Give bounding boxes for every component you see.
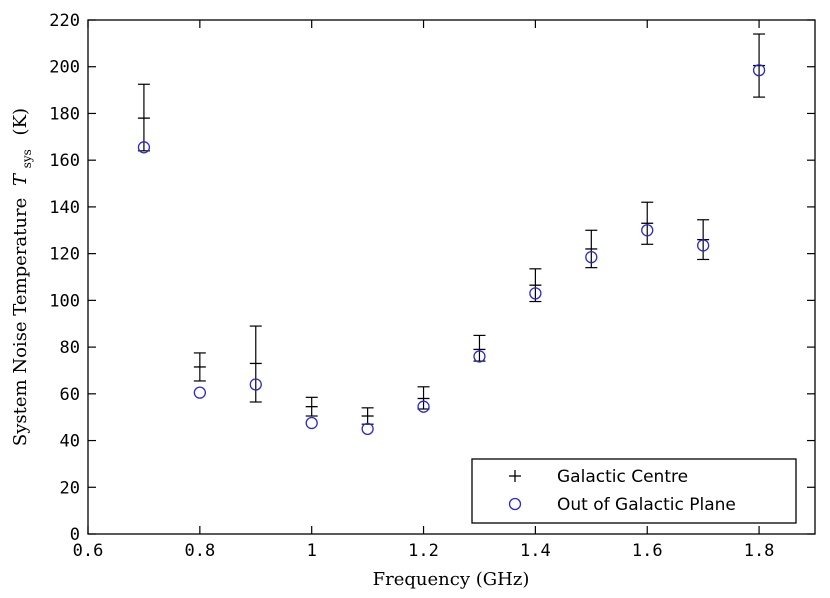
y-tick-label: 220 <box>49 11 80 31</box>
y-tick-label: 80 <box>60 338 80 358</box>
legend-label-galactic-centre: Galactic Centre <box>557 467 688 487</box>
out-of-plane-marker <box>137 141 151 154</box>
out-of-plane-marker <box>697 239 710 252</box>
y-axis-label-subscript: sys <box>20 149 34 168</box>
x-tick-label: 1.4 <box>520 541 551 561</box>
out-of-plane-marker <box>529 287 542 300</box>
out-of-plane-marker <box>473 350 486 363</box>
data-markers <box>137 64 766 436</box>
y-tick-label: 120 <box>49 245 80 265</box>
out-of-plane-marker <box>752 64 766 77</box>
x-tick-label: 1.6 <box>632 541 663 561</box>
legend-marker-galactic-centre <box>509 470 521 482</box>
legend-label-out-of-galactic-plane: Out of Galactic Plane <box>557 495 736 515</box>
y-tick-label: 200 <box>49 58 80 78</box>
plot-frame <box>87 19 816 535</box>
out-of-plane-marker <box>641 224 654 237</box>
axis-ticks: 0.6 0.8 1 1.2 1.4 1.6 1.8 0 20 40 60 80 100 120 140 160… <box>49 11 815 561</box>
legend-marker-out-of-galactic-plane <box>508 497 522 511</box>
y-axis-label-text: System Noise Temperature T sys (K) <box>10 108 36 446</box>
out-of-plane-marker <box>193 386 206 399</box>
x-tick-label: 0.8 <box>184 541 215 561</box>
y-tick-label: 180 <box>49 104 80 124</box>
x-tick-label: 1.2 <box>408 541 439 561</box>
x-axis-label: Frequency (GHz) <box>373 569 530 590</box>
legend: Galactic Centre Out of Galactic Plane <box>471 458 797 524</box>
y-tick-label: 60 <box>60 385 80 405</box>
y-tick-label: 40 <box>60 432 80 452</box>
x-tick-label: 1.8 <box>744 541 775 561</box>
out-of-plane-marker <box>305 416 318 430</box>
legend-box <box>471 458 797 524</box>
out-of-plane-marker <box>361 422 374 436</box>
y-axis-label-symbol: T <box>10 172 31 186</box>
y-axis-label-main: System Noise Temperature <box>10 198 31 446</box>
y-tick-label: 160 <box>49 151 80 171</box>
y-tick-label: 0 <box>70 525 80 545</box>
y-tick-label: 140 <box>49 198 80 218</box>
out-of-plane-marker <box>417 400 430 413</box>
y-tick-label: 20 <box>60 478 80 498</box>
x-tick-label: 1 <box>307 541 317 561</box>
out-of-plane-marker <box>585 250 598 264</box>
out-of-plane-marker <box>249 378 262 391</box>
y-axis-label-unit: (K) <box>10 108 31 136</box>
error-bars <box>137 33 766 425</box>
y-tick-label: 100 <box>49 291 80 311</box>
x-tick-label: 0.6 <box>73 541 104 561</box>
y-axis-label: System Noise Temperature T sys (K) <box>10 108 36 446</box>
